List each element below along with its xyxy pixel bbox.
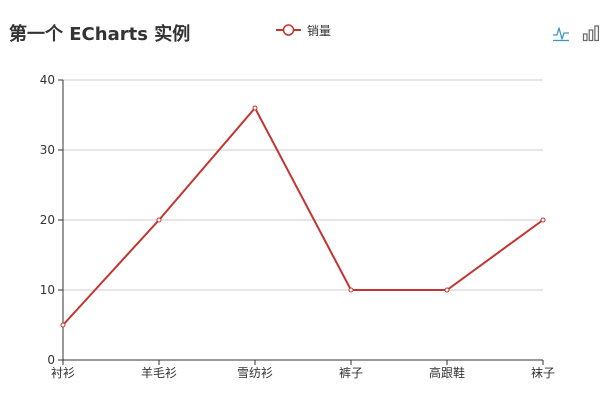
data-point-1 xyxy=(156,217,162,223)
line-chart-icon[interactable] xyxy=(552,24,570,42)
data-point-5 xyxy=(540,217,546,223)
data-point-0 xyxy=(60,322,66,328)
x-tick-label-0: 衬衫 xyxy=(51,366,75,380)
x-tick-label-2: 雪纺衫 xyxy=(237,366,273,380)
legend-item-sales[interactable]: 销量 xyxy=(276,21,331,39)
x-tick-label-4: 高跟鞋 xyxy=(429,365,465,380)
y-tick-label-0: 0 xyxy=(47,353,55,367)
y-tick-label-4: 40 xyxy=(40,73,55,87)
data-point-3 xyxy=(348,287,354,293)
legend-line-marker-icon xyxy=(276,24,301,36)
x-tick-label-5: 袜子 xyxy=(531,366,555,380)
y-tick-label-1: 10 xyxy=(40,283,55,297)
y-tick-label-3: 30 xyxy=(40,143,55,157)
bar-chart-icon[interactable] xyxy=(582,24,600,42)
data-point-4 xyxy=(444,287,450,293)
toolbox xyxy=(552,24,600,42)
legend-label: 销量 xyxy=(307,23,332,38)
chart-title: 第一个 ECharts 实例 xyxy=(9,24,191,45)
series-line-sales xyxy=(62,106,544,326)
x-tick-label-1: 羊毛衫 xyxy=(141,365,177,380)
y-tick-label-2: 20 xyxy=(40,213,55,227)
x-tick-label-3: 裤子 xyxy=(339,366,363,380)
data-point-2 xyxy=(252,105,258,111)
